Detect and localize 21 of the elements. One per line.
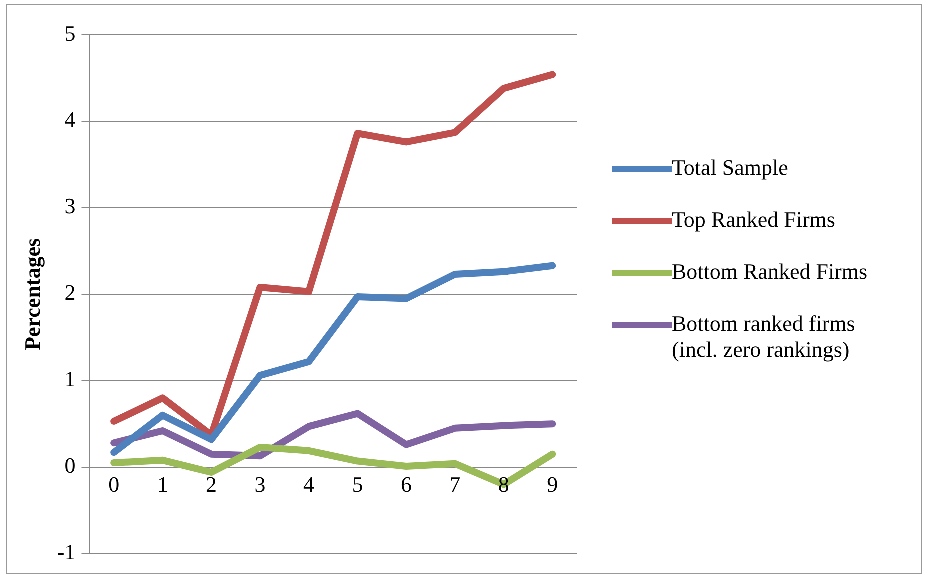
x-tick-label: 5 bbox=[352, 472, 364, 498]
legend-label: Total Sample bbox=[672, 155, 788, 181]
x-tick-label: 0 bbox=[108, 472, 120, 498]
legend-label: Bottom ranked firms (incl. zero rankings) bbox=[672, 311, 856, 363]
x-tick-label: 9 bbox=[547, 472, 558, 498]
x-tick-label: 3 bbox=[254, 472, 266, 498]
x-tick-label: 6 bbox=[400, 472, 412, 498]
y-tick-label: 0 bbox=[64, 453, 76, 478]
y-tick-label: 1 bbox=[64, 366, 76, 392]
x-tick-label: 1 bbox=[157, 472, 168, 498]
y-tick-label: -1 bbox=[57, 540, 76, 565]
y-tick-label: 5 bbox=[64, 20, 76, 46]
x-tick-label: 4 bbox=[304, 472, 314, 498]
legend-label: Bottom Ranked Firms bbox=[672, 259, 868, 285]
y-tick-label: 4 bbox=[64, 107, 76, 132]
legend-label: Top Ranked Firms bbox=[672, 207, 836, 233]
x-tick-label: 2 bbox=[206, 472, 218, 498]
y-tick-label: 3 bbox=[64, 194, 76, 219]
x-tick-label: 7 bbox=[450, 472, 461, 498]
y-axis-title: Percentages bbox=[20, 238, 45, 350]
y-tick-label: 2 bbox=[64, 280, 76, 306]
